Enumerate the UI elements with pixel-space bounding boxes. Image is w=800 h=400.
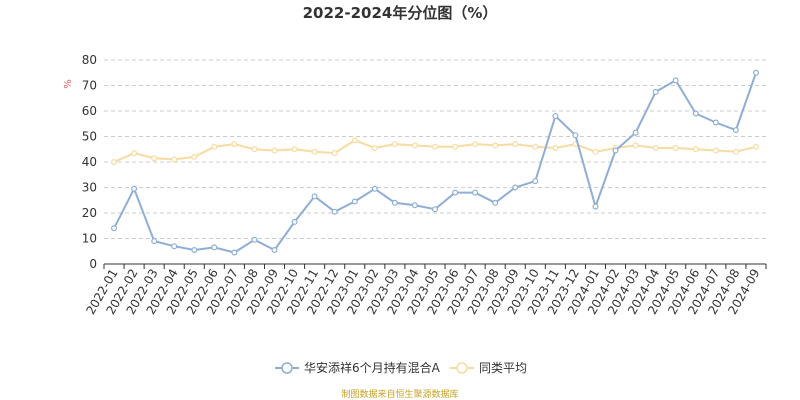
data-point	[151, 238, 158, 245]
data-point	[712, 147, 719, 154]
y-tick-label: 60	[82, 104, 97, 118]
data-point	[291, 146, 298, 153]
data-point	[552, 113, 559, 120]
data-point	[171, 243, 178, 250]
data-point	[712, 119, 719, 126]
data-point	[291, 218, 298, 225]
y-tick-label: 40	[82, 155, 97, 169]
data-point	[432, 206, 439, 213]
y-axis-unit: %	[63, 79, 74, 89]
data-point	[271, 147, 278, 154]
data-point	[311, 148, 318, 155]
data-point	[211, 143, 218, 150]
data-point	[191, 153, 198, 160]
data-point	[351, 137, 358, 144]
series-0	[110, 69, 759, 256]
data-point	[592, 148, 599, 155]
source-note: 制图数据来自恒生聚源数据库	[341, 388, 458, 400]
series-layer	[110, 69, 759, 256]
data-point	[191, 247, 198, 254]
data-point	[512, 184, 519, 191]
data-point	[632, 142, 639, 149]
data-point	[692, 146, 699, 153]
data-point	[672, 77, 679, 84]
data-point	[131, 185, 138, 192]
gridlines	[104, 59, 766, 239]
data-point	[612, 147, 619, 154]
data-point	[652, 145, 659, 152]
data-point	[452, 189, 459, 196]
data-point	[512, 141, 519, 148]
data-point	[532, 178, 539, 185]
y-tick-label: 20	[82, 206, 97, 220]
y-tick-label: 80	[82, 53, 97, 67]
series-line	[113, 72, 757, 254]
data-point	[371, 185, 378, 192]
data-point	[411, 202, 418, 209]
series-line	[113, 139, 757, 163]
data-point	[532, 143, 539, 150]
data-point	[492, 199, 499, 206]
data-point	[692, 110, 699, 117]
data-point	[251, 236, 258, 243]
data-point	[411, 142, 418, 149]
x-axis: 2022-012022-022022-032022-042022-052022-…	[83, 263, 767, 317]
data-point	[171, 156, 178, 163]
data-point	[752, 69, 759, 76]
y-axis-ticks: 0 10 20 30 40 50 60 70 80	[82, 53, 97, 271]
data-point	[371, 145, 378, 152]
legend-item-1[interactable]: 同类平均	[450, 361, 527, 375]
chart-title: 2022-2024年分位图（%）	[303, 4, 498, 22]
data-point	[432, 143, 439, 150]
data-point	[472, 189, 479, 196]
data-point	[131, 150, 138, 157]
data-point	[472, 141, 479, 148]
y-tick-label: 30	[82, 181, 97, 195]
legend: 华安添祥6个月持有混合A 同类平均	[275, 360, 527, 375]
legend-item-0[interactable]: 华安添祥6个月持有混合A	[275, 360, 441, 375]
legend-marker-icon	[281, 362, 293, 374]
data-point	[271, 247, 278, 254]
legend-label: 同类平均	[479, 361, 527, 375]
data-point	[391, 199, 398, 206]
data-point	[592, 203, 599, 210]
data-point	[351, 198, 358, 205]
data-point	[652, 88, 659, 95]
data-point	[251, 146, 258, 153]
y-tick-label: 50	[82, 130, 97, 144]
data-point	[732, 127, 739, 134]
data-point	[632, 129, 639, 136]
data-point	[110, 159, 117, 166]
y-tick-label: 70	[82, 79, 97, 93]
data-point	[151, 155, 158, 162]
data-point	[492, 142, 499, 149]
data-point	[452, 143, 459, 150]
y-tick-label: 0	[89, 257, 97, 271]
legend-label: 华安添祥6个月持有混合A	[304, 360, 441, 375]
data-point	[331, 208, 338, 215]
data-point	[572, 132, 579, 139]
data-point	[752, 143, 759, 150]
data-point	[231, 141, 238, 148]
data-point	[311, 193, 318, 200]
series-1	[110, 137, 759, 166]
data-point	[732, 148, 739, 155]
data-point	[672, 145, 679, 152]
data-point	[552, 145, 559, 152]
data-point	[211, 244, 218, 251]
data-point	[331, 150, 338, 157]
data-point	[110, 225, 117, 232]
y-tick-label: 10	[82, 232, 97, 246]
data-point	[391, 141, 398, 148]
data-point	[231, 249, 238, 256]
legend-marker-icon	[456, 362, 468, 374]
